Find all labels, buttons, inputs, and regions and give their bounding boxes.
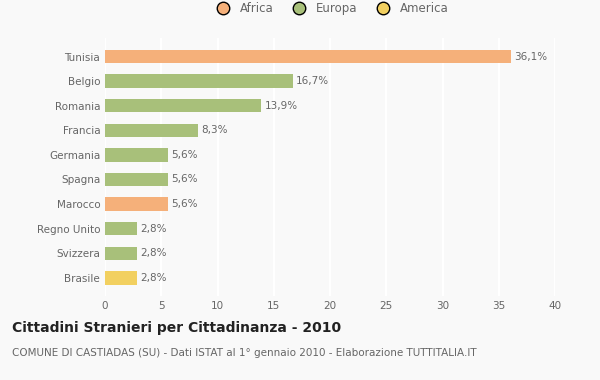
Bar xyxy=(105,124,199,137)
Legend: Africa, Europa, America: Africa, Europa, America xyxy=(206,0,454,20)
Bar xyxy=(105,271,137,285)
Text: 36,1%: 36,1% xyxy=(515,52,548,62)
Text: 2,8%: 2,8% xyxy=(140,248,166,258)
Bar xyxy=(105,99,262,112)
Text: 5,6%: 5,6% xyxy=(172,199,198,209)
Bar xyxy=(105,74,293,88)
Text: 2,8%: 2,8% xyxy=(140,224,166,234)
Bar xyxy=(105,173,168,186)
Text: 13,9%: 13,9% xyxy=(265,101,298,111)
Text: 5,6%: 5,6% xyxy=(172,174,198,185)
Text: COMUNE DI CASTIADAS (SU) - Dati ISTAT al 1° gennaio 2010 - Elaborazione TUTTITAL: COMUNE DI CASTIADAS (SU) - Dati ISTAT al… xyxy=(12,348,476,358)
Text: 16,7%: 16,7% xyxy=(296,76,329,86)
Text: Cittadini Stranieri per Cittadinanza - 2010: Cittadini Stranieri per Cittadinanza - 2… xyxy=(12,321,341,335)
Text: 2,8%: 2,8% xyxy=(140,273,166,283)
Bar xyxy=(105,247,137,260)
Bar xyxy=(105,197,168,211)
Bar xyxy=(105,148,168,162)
Text: 8,3%: 8,3% xyxy=(202,125,228,135)
Text: 5,6%: 5,6% xyxy=(172,150,198,160)
Bar xyxy=(105,50,511,63)
Bar xyxy=(105,222,137,236)
